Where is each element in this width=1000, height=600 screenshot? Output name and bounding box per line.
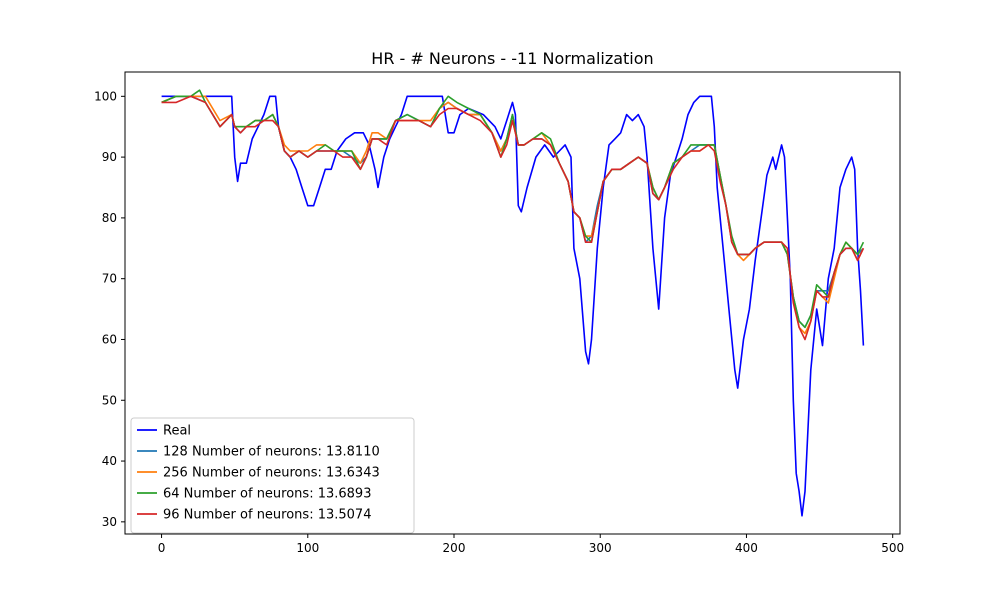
legend-label: 64 Number of neurons: 13.6893	[163, 487, 371, 502]
x-tick-label: 200	[443, 541, 466, 555]
x-axis: 0 100 200 300 400 500	[158, 534, 904, 555]
y-tick-label: 50	[102, 393, 117, 407]
legend-box	[130, 417, 415, 534]
y-tick-label: 100	[94, 89, 117, 103]
legend-label: 96 Number of neurons: 13.5074	[163, 508, 371, 523]
legend-label: 128 Number of neurons: 13.8110	[163, 445, 380, 460]
series-line-3	[161, 89, 865, 329]
x-tick-label: 300	[589, 541, 612, 555]
y-tick-label: 60	[102, 332, 117, 346]
y-tick-label: 80	[102, 211, 117, 225]
legend-label: Real	[163, 424, 191, 439]
x-tick-label: 100	[296, 541, 319, 555]
series-line-2	[161, 95, 865, 335]
chart-title: HR - # Neurons - -11 Normalization	[371, 49, 653, 68]
x-tick-label: 500	[881, 541, 904, 555]
y-tick-label: 90	[102, 150, 117, 164]
series-line-1	[161, 95, 864, 329]
series-line-0	[161, 95, 865, 517]
legend-label: 256 Number of neurons: 13.6343	[163, 466, 380, 481]
plot-lines	[161, 89, 865, 517]
plot-frame	[124, 71, 901, 535]
x-tick-label: 0	[158, 541, 166, 555]
y-axis: 30 40 50 60 70 80 90 100	[94, 89, 125, 529]
y-tick-label: 70	[102, 272, 117, 286]
x-tick-label: 400	[735, 541, 758, 555]
y-tick-label: 30	[102, 515, 117, 529]
series-line-4	[161, 95, 865, 341]
legend: Real 128 Number of neurons: 13.8110 256 Nu…	[130, 417, 415, 534]
y-tick-label: 40	[102, 454, 117, 468]
